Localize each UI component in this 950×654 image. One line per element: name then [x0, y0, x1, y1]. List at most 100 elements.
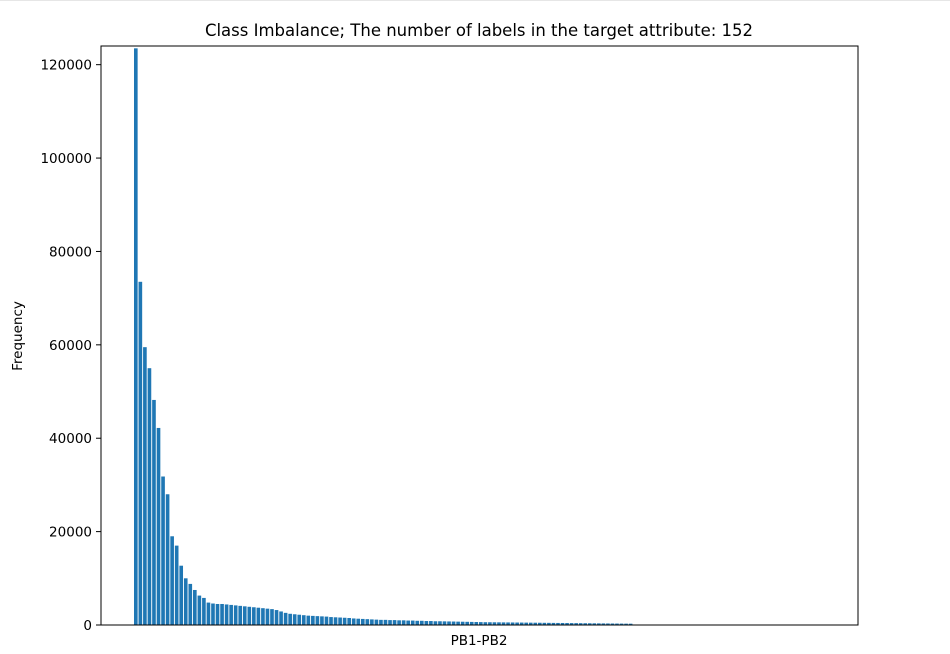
bar-110	[628, 623, 633, 625]
bar-107	[615, 623, 619, 625]
bar-78	[483, 622, 488, 625]
bar-45	[333, 617, 338, 625]
y-tick-label: 20000	[49, 525, 92, 541]
bar-75	[469, 621, 474, 625]
bar-73	[460, 621, 465, 625]
bar-103	[597, 623, 601, 625]
bar-102	[592, 623, 597, 625]
bar-91	[542, 622, 547, 625]
bar-5	[152, 399, 156, 625]
bar-93	[551, 622, 556, 625]
bar-47	[342, 617, 347, 625]
bar-48	[347, 618, 351, 625]
bar-31	[270, 609, 274, 625]
bar-66	[429, 621, 433, 625]
bar-84	[510, 622, 515, 625]
bar-9	[170, 536, 174, 625]
bar-96	[565, 623, 569, 625]
bar-58	[392, 620, 397, 625]
bar-37	[297, 614, 302, 625]
bar-109	[624, 623, 628, 625]
bar-28	[256, 607, 261, 625]
bar-65	[424, 621, 429, 625]
bar-27	[252, 607, 256, 625]
bar-97	[569, 623, 574, 625]
bar-11	[179, 565, 184, 625]
bar-32	[274, 610, 279, 625]
y-axis-ticks: 0 20000 40000 60000 80000 100000 120000	[40, 58, 101, 634]
bar-81	[497, 622, 501, 625]
bar-86	[519, 622, 524, 625]
bar-94	[556, 622, 560, 625]
bar-52	[365, 619, 370, 625]
bar-53	[370, 619, 374, 625]
bar-29	[261, 608, 265, 625]
bar-34	[283, 612, 288, 625]
bar-72	[456, 621, 460, 625]
bar-40	[311, 615, 315, 625]
bar-4	[147, 368, 152, 625]
y-axis-label: Frequency	[10, 301, 26, 371]
bar-63	[415, 620, 420, 625]
bar-79	[488, 622, 492, 625]
bar-16	[202, 597, 206, 625]
bar-106	[610, 623, 615, 625]
bar-26	[247, 606, 252, 625]
bar-90	[538, 622, 542, 625]
bar-101	[587, 623, 592, 625]
bar-42	[320, 616, 324, 625]
bar-71	[451, 621, 456, 625]
x-axis-label: PB1-PB2	[451, 633, 508, 649]
bar-19	[215, 603, 220, 625]
bar-51	[360, 618, 365, 625]
bar-30	[265, 608, 270, 625]
bar-55	[379, 619, 383, 625]
bar-23	[233, 605, 238, 625]
bar-62	[410, 620, 415, 625]
bar-12	[183, 578, 188, 625]
bar-3	[143, 347, 147, 625]
bar-10	[174, 545, 179, 625]
bar-15	[197, 595, 202, 625]
bar-88	[528, 622, 533, 625]
bar-105	[606, 623, 610, 625]
bar-92	[547, 622, 551, 625]
bar-83	[506, 622, 510, 625]
bar-108	[619, 623, 624, 625]
bar-56	[383, 619, 388, 625]
bar-98	[574, 623, 578, 625]
bar-69	[442, 621, 447, 625]
bar-21	[224, 604, 229, 625]
bar-20	[220, 603, 224, 625]
y-tick-label: 0	[83, 618, 92, 634]
bar-25	[242, 606, 247, 625]
bar-100	[583, 623, 588, 625]
bar-85	[515, 622, 519, 625]
bar-99	[578, 623, 583, 625]
bar-67	[433, 621, 438, 625]
bar-35	[288, 613, 292, 625]
bar-22	[229, 604, 233, 625]
top-divider	[0, 0, 950, 1]
bar-60	[401, 620, 406, 625]
bar-50	[356, 618, 361, 625]
y-tick-label: 80000	[49, 244, 92, 260]
bar-24	[238, 605, 243, 625]
bar-70	[447, 621, 451, 625]
bar-77	[479, 622, 483, 625]
bar-68	[438, 621, 442, 625]
bar-95	[560, 622, 565, 625]
bar-18	[211, 603, 215, 625]
bar-36	[292, 614, 297, 625]
bar-49	[351, 618, 356, 625]
bar-17	[206, 602, 211, 625]
bar-14	[193, 589, 197, 625]
y-tick-label: 100000	[40, 151, 92, 167]
plot-frame	[100, 45, 859, 626]
bar-1	[134, 48, 138, 625]
y-tick-label: 60000	[49, 338, 92, 354]
bar-64	[419, 620, 424, 625]
y-tick-label: 40000	[49, 431, 92, 447]
bar-13	[188, 583, 193, 625]
